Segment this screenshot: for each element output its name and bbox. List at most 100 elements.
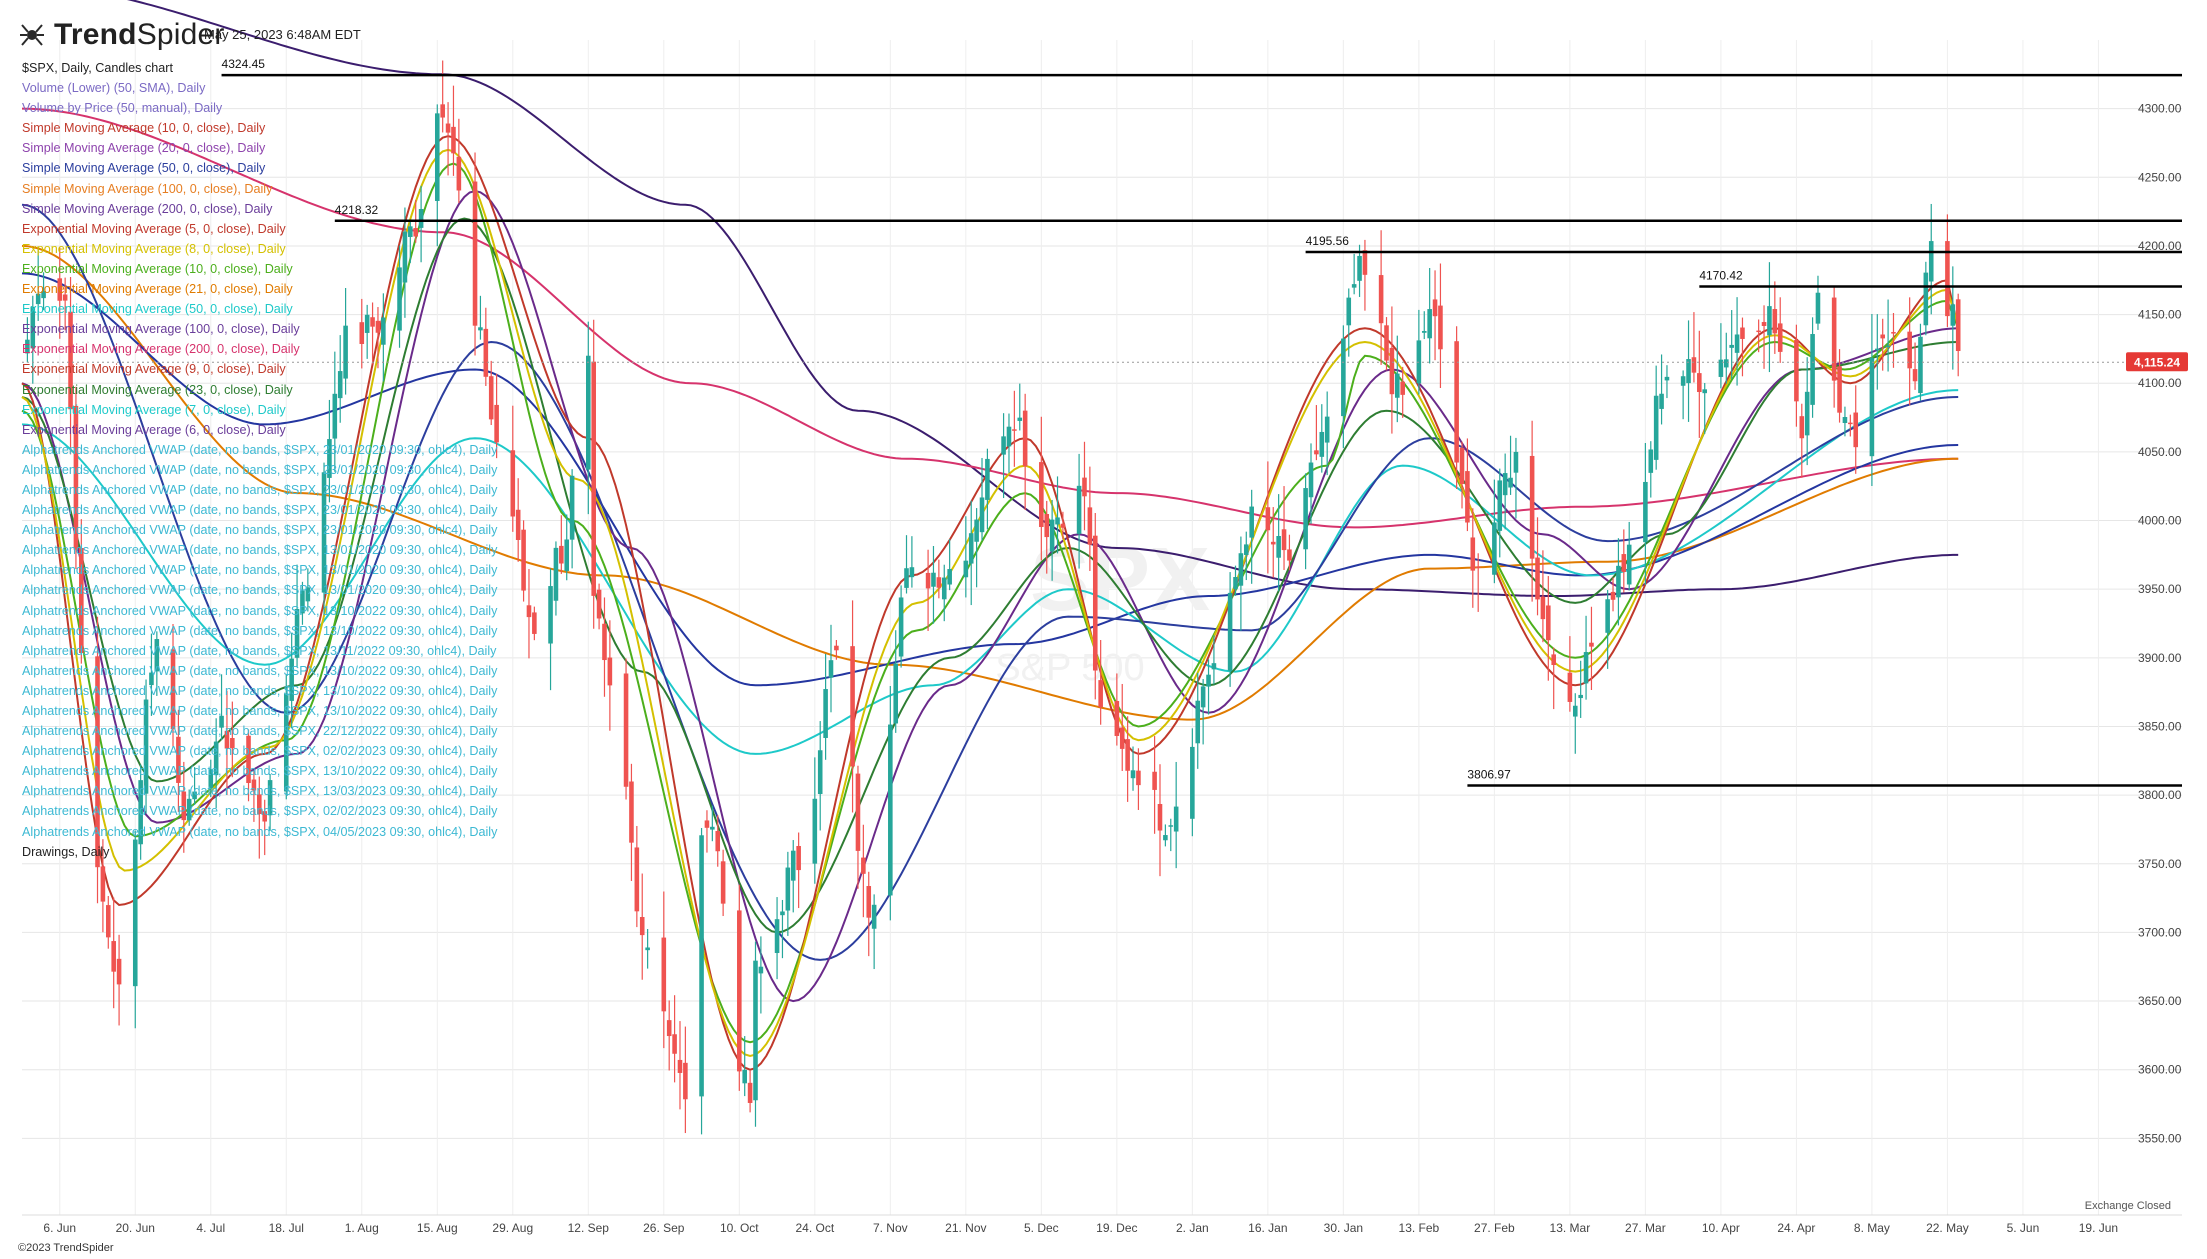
candle xyxy=(1502,453,1508,530)
candle xyxy=(181,761,187,853)
candle xyxy=(1421,311,1427,340)
candle xyxy=(861,824,866,918)
candle xyxy=(1022,393,1028,511)
candle xyxy=(1351,253,1357,295)
candle xyxy=(1195,672,1201,769)
moving-average-line xyxy=(21,203,1959,961)
candle xyxy=(1475,553,1481,612)
candle xyxy=(1508,435,1513,495)
date-tick-label: 10. Oct xyxy=(720,1221,759,1235)
candle xyxy=(1799,403,1805,478)
candle xyxy=(1529,420,1535,602)
candle xyxy=(683,1026,688,1134)
candle xyxy=(57,247,63,339)
legend-item[interactable]: Alphatrends Anchored VWAP (date, no band… xyxy=(22,462,498,477)
legend-item[interactable]: Alphatrends Anchored VWAP (date, no band… xyxy=(22,603,498,618)
legend-item[interactable]: Exponential Moving Average (21, 0, close… xyxy=(22,282,293,297)
horizontal-level[interactable]: 4170.42 xyxy=(1699,269,2182,288)
candle xyxy=(1578,660,1583,718)
legend-item[interactable]: Exponential Moving Average (50, 0, close… xyxy=(22,302,293,317)
moving-average-line xyxy=(21,148,1960,1058)
legend-item[interactable]: Alphatrends Anchored VWAP (date, no band… xyxy=(22,523,498,538)
legend-item[interactable]: Simple Moving Average (10, 0, close), Da… xyxy=(22,121,266,136)
legend-item[interactable]: Alphatrends Anchored VWAP (date, no band… xyxy=(22,784,498,799)
legend-item[interactable]: Exponential Moving Average (8, 0, close)… xyxy=(22,241,286,256)
candle xyxy=(790,840,796,913)
legend-item[interactable]: $SPX, Daily, Candles chart xyxy=(22,61,173,75)
time-axis[interactable]: 6. Jun 20. Jun 4. Jul 18. Jul 1. Aug 15. Aug 2… xyxy=(22,1214,2182,1235)
legend-item[interactable]: Alphatrends Anchored VWAP (date, no band… xyxy=(22,744,498,759)
candle xyxy=(1659,354,1664,425)
date-tick-label: 2. Jan xyxy=(1176,1221,1209,1235)
legend-item[interactable]: Alphatrends Anchored VWAP (date, no band… xyxy=(22,804,498,819)
date-tick-label: 18. Jul xyxy=(269,1221,304,1235)
legend-item[interactable]: Alphatrends Anchored VWAP (date, no band… xyxy=(22,824,498,839)
legend-item[interactable]: Alphatrends Anchored VWAP (date, no band… xyxy=(22,683,498,698)
legend-item[interactable]: Exponential Moving Average (10, 0, close… xyxy=(22,261,293,276)
candle xyxy=(305,568,311,612)
legend-item[interactable]: Alphatrends Anchored VWAP (date, no band… xyxy=(22,503,498,518)
date-tick-label: 21. Nov xyxy=(945,1221,986,1235)
candle xyxy=(483,307,489,387)
legend-item[interactable]: Simple Moving Average (20, 0, close), Da… xyxy=(22,141,266,156)
legend-item[interactable]: Alphatrends Anchored VWAP (date, no band… xyxy=(22,442,498,457)
legend-item[interactable]: Alphatrends Anchored VWAP (date, no band… xyxy=(22,623,498,638)
candle xyxy=(1702,383,1708,434)
level-label: 4324.45 xyxy=(222,57,266,71)
horizontal-level[interactable]: 4218.32 xyxy=(334,203,2182,223)
candle xyxy=(1648,441,1654,498)
legend-item[interactable]: Alphatrends Anchored VWAP (date, no band… xyxy=(22,704,498,718)
legend-item[interactable]: Volume (Lower) (50, SMA), Daily xyxy=(22,81,206,96)
candle xyxy=(143,679,149,814)
legend-item[interactable]: Exponential Moving Average (6, 0, close)… xyxy=(22,422,286,437)
legend-item[interactable]: Alphatrends Anchored VWAP (date, no band… xyxy=(22,643,497,658)
date-tick-label: 7. Nov xyxy=(873,1221,908,1235)
candle xyxy=(1308,443,1314,524)
candle xyxy=(715,815,721,867)
candle xyxy=(1265,461,1271,574)
horizontal-level[interactable]: 3806.97 xyxy=(1467,768,2182,787)
legend-item[interactable]: Alphatrends Anchored VWAP (date, no band… xyxy=(22,482,498,497)
candle xyxy=(1723,332,1729,384)
candle xyxy=(1540,550,1546,643)
candle xyxy=(559,515,564,574)
horizontal-level[interactable]: 4195.56 xyxy=(1305,234,2182,254)
legend-item[interactable]: Alphatrends Anchored VWAP (date, no band… xyxy=(22,663,498,678)
legend-item[interactable]: Exponential Moving Average (23, 0, close… xyxy=(22,382,293,397)
price-tick-label: 3750.00 xyxy=(2138,857,2182,871)
date-tick-label: 1. Aug xyxy=(345,1221,379,1235)
candle xyxy=(397,245,402,348)
legend-item[interactable]: Exponential Moving Average (7, 0, close)… xyxy=(22,402,286,417)
legend-item[interactable]: Simple Moving Average (100, 0, close), D… xyxy=(22,181,273,196)
candle xyxy=(1950,266,1956,370)
legend-item[interactable]: Alphatrends Anchored VWAP (date, no band… xyxy=(22,724,498,739)
legend-item[interactable]: Exponential Moving Average (9, 0, close)… xyxy=(22,362,286,377)
legend-item[interactable]: Simple Moving Average (200, 0, close), D… xyxy=(22,201,273,216)
candle xyxy=(586,321,591,515)
price-axis[interactable]: 3550.00 3600.00 3650.00 3700.00 3750.00 3800.… xyxy=(2138,102,2182,1146)
candle xyxy=(1589,606,1594,691)
candle xyxy=(1497,468,1503,558)
date-tick-label: 22. May xyxy=(1926,1221,1969,1235)
price-tick-label: 4250.00 xyxy=(2138,170,2182,184)
legend-item[interactable]: Exponential Moving Average (5, 0, close)… xyxy=(22,221,286,236)
candle xyxy=(116,934,122,1026)
candle xyxy=(337,335,343,423)
legend-item[interactable]: Drawings, Daily xyxy=(22,844,110,859)
candle xyxy=(434,104,440,247)
legend-item[interactable]: Exponential Moving Average (100, 0, clos… xyxy=(22,322,300,337)
legend-item[interactable]: Alphatrends Anchored VWAP (date, no band… xyxy=(22,543,498,558)
candle xyxy=(1907,297,1912,406)
legend-item[interactable]: Volume by Price (50, manual), Daily xyxy=(22,101,223,116)
legend-item[interactable]: Alphatrends Anchored VWAP (date, no band… xyxy=(22,563,498,578)
horizontal-levels[interactable]: 4324.45 4218.32 4195.56 4170.42 3806.97 xyxy=(221,57,2182,787)
legend-item[interactable]: Exponential Moving Average (200, 0, clos… xyxy=(22,342,300,357)
date-tick-label: 10. Apr xyxy=(1702,1221,1740,1235)
horizontal-level[interactable]: 4324.45 xyxy=(221,57,2182,77)
legend-item[interactable]: Alphatrends Anchored VWAP (date, no band… xyxy=(22,583,498,598)
candle xyxy=(1233,565,1238,596)
legend-item[interactable]: Simple Moving Average (50, 0, close), Da… xyxy=(22,161,266,176)
candle xyxy=(1357,244,1362,297)
legend-item[interactable]: Alphatrends Anchored VWAP (date, no band… xyxy=(22,764,498,779)
